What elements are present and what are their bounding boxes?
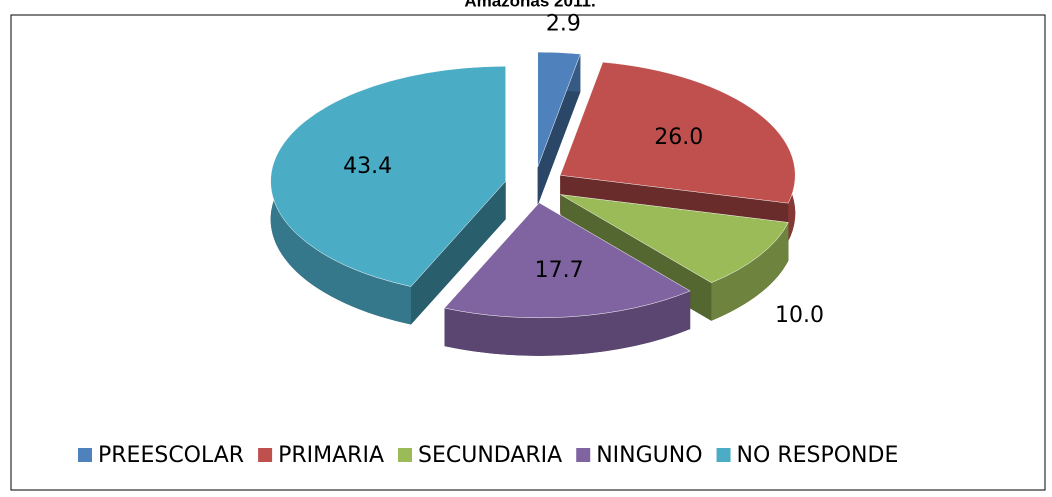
legend-swatch bbox=[258, 448, 273, 462]
slice bbox=[444, 202, 691, 319]
legend-swatch bbox=[78, 448, 92, 462]
data-label: 17.7 bbox=[535, 258, 584, 283]
legend-swatch bbox=[576, 448, 591, 462]
legend-label: PREESCOLAR bbox=[98, 443, 244, 468]
slice bbox=[537, 51, 581, 168]
legend-label: PRIMARIA bbox=[278, 443, 384, 468]
slice-wall bbox=[410, 181, 506, 325]
data-label: 2.9 bbox=[546, 12, 581, 37]
data-label: 43.4 bbox=[343, 154, 392, 179]
slice-side bbox=[444, 290, 691, 356]
chart-title: Amazonas 2011. bbox=[464, 0, 595, 10]
data-label: 10.0 bbox=[775, 303, 824, 328]
legend-swatch bbox=[398, 448, 412, 462]
legend-label: NO RESPONDE bbox=[737, 443, 899, 468]
slice bbox=[270, 66, 506, 287]
legend-label: SECUNDARIA bbox=[418, 443, 562, 468]
legend-label: NINGUNO bbox=[596, 443, 702, 468]
slice-side bbox=[711, 222, 789, 321]
legend-swatch bbox=[716, 448, 731, 462]
slice bbox=[559, 61, 796, 204]
title-bg bbox=[400, 0, 660, 14]
slice bbox=[560, 194, 789, 283]
data-label: 26.0 bbox=[654, 125, 703, 150]
slice-wall bbox=[537, 53, 581, 206]
